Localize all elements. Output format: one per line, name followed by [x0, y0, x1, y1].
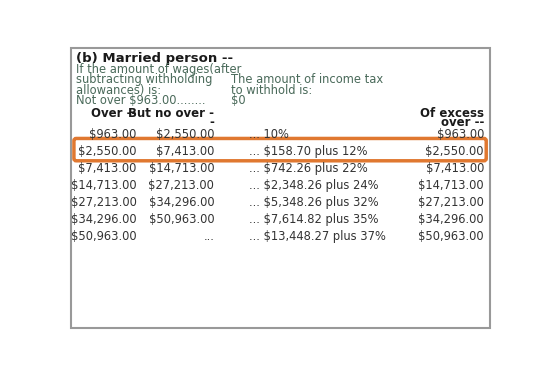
Text: $34,296.00: $34,296.00: [149, 196, 214, 209]
FancyBboxPatch shape: [71, 47, 490, 328]
Text: $14,713.00: $14,713.00: [418, 179, 484, 192]
Text: $2,550.00: $2,550.00: [78, 145, 136, 158]
Text: Of excess: Of excess: [420, 107, 484, 120]
Text: $14,713.00: $14,713.00: [149, 162, 214, 175]
Text: $27,213.00: $27,213.00: [149, 179, 214, 192]
Text: $50,963.00: $50,963.00: [418, 230, 484, 243]
Text: ... $7,614.82 plus 35%: ... $7,614.82 plus 35%: [249, 213, 379, 226]
Text: Not over $963.00........: Not over $963.00........: [76, 94, 206, 107]
Text: But no over -: But no over -: [128, 107, 214, 120]
Text: ... $2,348.26 plus 24%: ... $2,348.26 plus 24%: [249, 179, 379, 192]
Text: $34,296.00: $34,296.00: [71, 213, 136, 226]
Text: $2,550.00: $2,550.00: [425, 145, 484, 158]
Text: allowances) is:: allowances) is:: [76, 84, 161, 97]
Text: $50,963.00: $50,963.00: [149, 213, 214, 226]
FancyBboxPatch shape: [74, 138, 486, 161]
Text: $34,296.00: $34,296.00: [418, 213, 484, 226]
Text: $963.00: $963.00: [437, 128, 484, 141]
Text: If the amount of wages(after: If the amount of wages(after: [76, 63, 242, 76]
Text: ... 10%: ... 10%: [249, 128, 289, 141]
Text: ... $158.70 plus 12%: ... $158.70 plus 12%: [249, 145, 368, 158]
Text: $7,413.00: $7,413.00: [156, 145, 214, 158]
Text: $7,413.00: $7,413.00: [78, 162, 136, 175]
Text: $7,413.00: $7,413.00: [426, 162, 484, 175]
Text: -: -: [209, 116, 214, 129]
Text: ... $13,448.27 plus 37%: ... $13,448.27 plus 37%: [249, 230, 386, 243]
Text: The amount of income tax: The amount of income tax: [231, 73, 384, 86]
Text: $2,550.00: $2,550.00: [156, 128, 214, 141]
Text: ... $5,348.26 plus 32%: ... $5,348.26 plus 32%: [249, 196, 379, 209]
Text: $50,963.00: $50,963.00: [71, 230, 136, 243]
Text: $963.00: $963.00: [89, 128, 136, 141]
Text: (b) Married person --: (b) Married person --: [76, 52, 233, 65]
Text: $27,213.00: $27,213.00: [71, 196, 136, 209]
Text: over --: over --: [441, 116, 484, 129]
Text: $0: $0: [231, 94, 246, 107]
Text: ...: ...: [203, 230, 214, 243]
Text: $14,713.00: $14,713.00: [71, 179, 136, 192]
Text: to withhold is:: to withhold is:: [231, 84, 312, 97]
Text: $27,213.00: $27,213.00: [418, 196, 484, 209]
Text: Over --: Over --: [92, 107, 136, 120]
Text: subtracting withholding: subtracting withholding: [76, 73, 213, 86]
Text: ... $742.26 plus 22%: ... $742.26 plus 22%: [249, 162, 368, 175]
